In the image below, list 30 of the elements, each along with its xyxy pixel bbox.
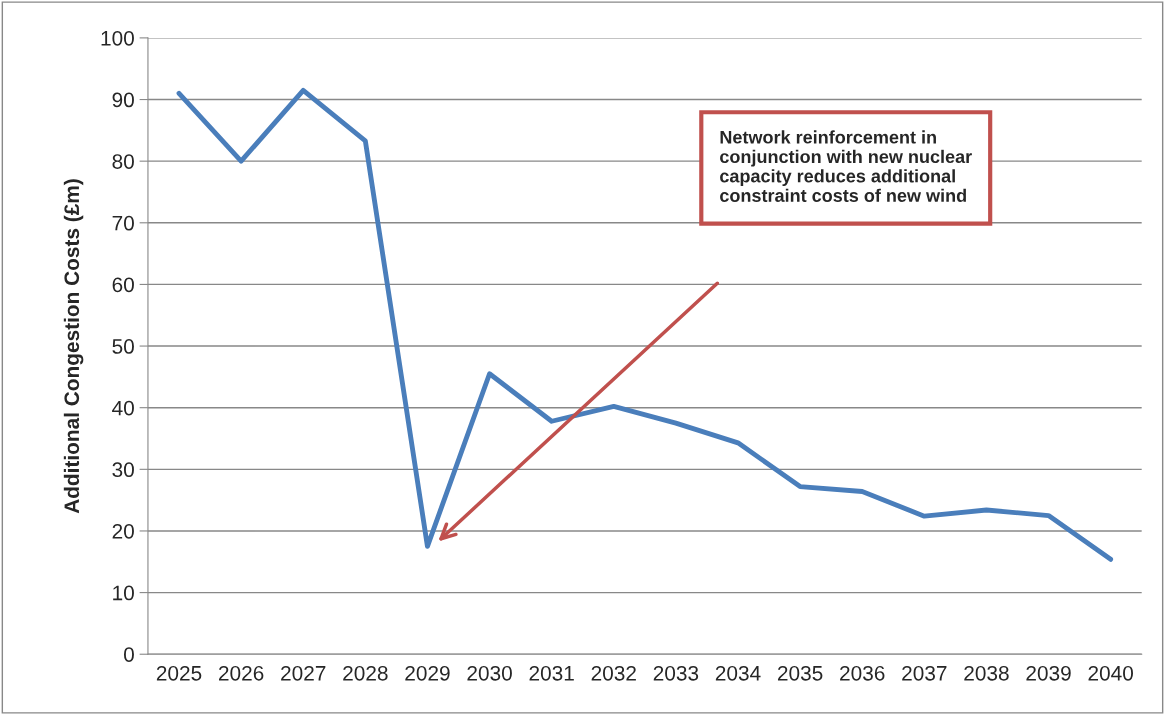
y-tick-label: 0: [123, 647, 134, 662]
x-tick-label: 2039: [1026, 665, 1071, 681]
y-tick-label: 50: [112, 339, 134, 354]
x-tick-label: 2032: [591, 665, 636, 681]
x-tick-label: 2030: [467, 665, 512, 681]
x-tick-label: 2031: [529, 665, 574, 681]
x-tick-label: 2040: [1088, 665, 1134, 681]
x-tick-label: 2038: [964, 665, 1009, 681]
y-axis-title: Additional Congestion Costs (£m): [63, 179, 84, 514]
x-tick-label: 2033: [653, 665, 699, 681]
y-tick-label: 100: [101, 30, 134, 46]
y-tick-label: 10: [113, 585, 134, 601]
annotation: Network reinforcement in conjunction with new nuclear capacity reduces additional constraint costs of new wind: [720, 130, 972, 202]
x-tick-label: 2025: [156, 665, 202, 681]
y-tick-label: 60: [112, 277, 134, 293]
y-tick-label: 40: [112, 400, 134, 416]
y-tick-label: 90: [112, 92, 134, 108]
y-tick-label: 20: [112, 523, 134, 539]
x-tick-label: 2034: [715, 665, 761, 681]
y-tick-label: 70: [112, 215, 134, 231]
y-tick-label: 30: [112, 462, 134, 478]
x-tick-label: 2027: [281, 665, 326, 681]
line-series: [176, 87, 1114, 562]
x-tick-label: 2026: [219, 665, 264, 681]
x-tick-label: 2037: [902, 665, 947, 681]
x-tick-label: 2036: [840, 665, 885, 681]
x-tick-label: 2029: [405, 665, 450, 681]
x-tick-label: 2035: [777, 665, 823, 681]
x-tick-label: 2028: [343, 665, 388, 681]
y-tick-label: 80: [112, 154, 134, 169]
